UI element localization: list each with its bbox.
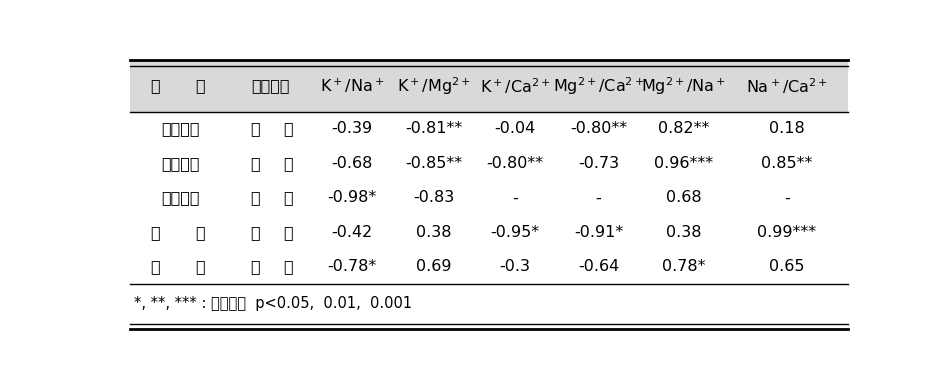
Text: -0.42: -0.42 — [331, 225, 373, 240]
Text: 0.85**: 0.85** — [762, 156, 813, 171]
Text: 0.38: 0.38 — [416, 225, 452, 240]
Text: 송: 송 — [195, 225, 206, 240]
Text: 0.69: 0.69 — [416, 259, 452, 274]
Text: -0.95*: -0.95* — [490, 225, 540, 240]
Text: 종: 종 — [195, 78, 206, 93]
Text: 자: 자 — [249, 225, 260, 240]
Text: 0.38: 0.38 — [665, 225, 702, 240]
Text: -0.3: -0.3 — [500, 259, 530, 274]
Text: -0.85**: -0.85** — [406, 156, 463, 171]
Text: 인: 인 — [249, 259, 260, 274]
Text: -0.39: -0.39 — [331, 122, 373, 136]
Text: Na$^+$/Ca$^{2+}$: Na$^+$/Ca$^{2+}$ — [745, 76, 828, 96]
Text: -0.04: -0.04 — [495, 122, 536, 136]
Text: 수: 수 — [150, 78, 160, 93]
Text: 해: 해 — [150, 225, 160, 240]
Text: 산딸나무: 산딸나무 — [161, 156, 200, 171]
Text: -0.80**: -0.80** — [570, 122, 627, 136]
Text: 자: 자 — [249, 190, 260, 205]
Text: 0.96***: 0.96*** — [654, 156, 713, 171]
Text: 0.78*: 0.78* — [662, 259, 705, 274]
Text: -: - — [596, 190, 602, 205]
Text: 0.68: 0.68 — [665, 190, 702, 205]
Text: 연: 연 — [284, 225, 293, 240]
Text: 해: 해 — [150, 259, 160, 274]
Text: 인: 인 — [249, 156, 260, 171]
Bar — [130, 60, 848, 112]
Text: *, **, *** : 유의수준  p<0.05,  0.01,  0.001: *, **, *** : 유의수준 p<0.05, 0.01, 0.001 — [133, 296, 412, 311]
Text: K$^+$/Mg$^{2+}$: K$^+$/Mg$^{2+}$ — [397, 75, 471, 96]
Text: 0.99***: 0.99*** — [758, 225, 817, 240]
Text: Mg$^{2+}$/Ca$^{2+}$: Mg$^{2+}$/Ca$^{2+}$ — [553, 75, 645, 96]
Text: -0.64: -0.64 — [578, 259, 619, 274]
Text: -0.81**: -0.81** — [406, 122, 463, 136]
Text: 인: 인 — [249, 122, 260, 136]
Text: -0.91*: -0.91* — [574, 225, 624, 240]
Text: -0.98*: -0.98* — [327, 190, 377, 205]
Text: 공: 공 — [284, 122, 293, 136]
Text: -0.80**: -0.80** — [486, 156, 544, 171]
Text: 0.65: 0.65 — [769, 259, 804, 274]
Text: 공: 공 — [284, 156, 293, 171]
Text: -0.68: -0.68 — [331, 156, 373, 171]
Text: 단풍나무: 단풍나무 — [161, 122, 200, 136]
Text: -0.73: -0.73 — [578, 156, 619, 171]
Text: 0.18: 0.18 — [769, 122, 804, 136]
Text: K$^+$/Na$^+$: K$^+$/Na$^+$ — [320, 76, 385, 95]
Text: K$^+$/Ca$^{2+}$: K$^+$/Ca$^{2+}$ — [480, 76, 550, 96]
Text: 노화처리: 노화처리 — [251, 78, 290, 93]
Text: -: - — [512, 190, 518, 205]
Text: 공: 공 — [284, 259, 293, 274]
Text: -0.78*: -0.78* — [327, 259, 377, 274]
Text: -: - — [784, 190, 790, 205]
Text: -0.83: -0.83 — [413, 190, 455, 205]
Text: 0.82**: 0.82** — [658, 122, 709, 136]
Text: 송: 송 — [195, 259, 206, 274]
Text: 연: 연 — [284, 190, 293, 205]
Text: Mg$^{2+}$/Na$^+$: Mg$^{2+}$/Na$^+$ — [641, 75, 726, 96]
Text: 구상나무: 구상나무 — [161, 190, 200, 205]
